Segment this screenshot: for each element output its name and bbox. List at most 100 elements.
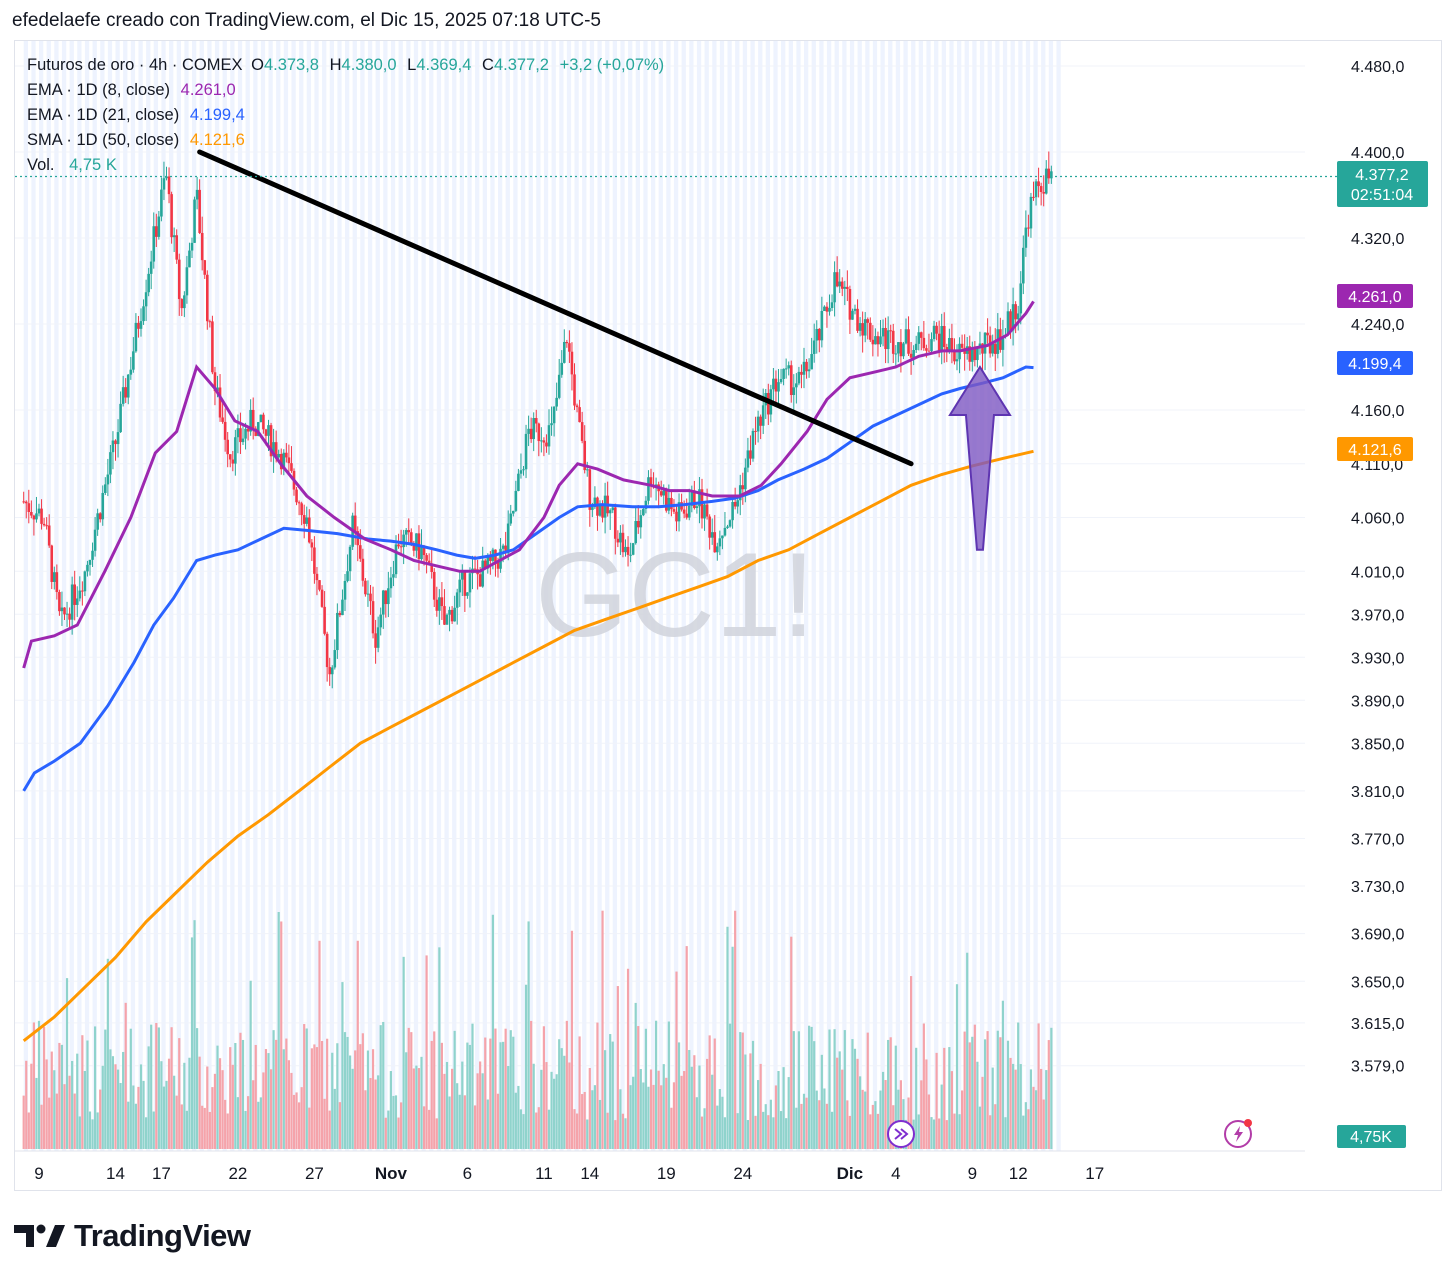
candle-body <box>305 517 309 524</box>
volume-bar <box>142 1080 145 1149</box>
price-tick-label: 3.730,0 <box>1351 879 1404 896</box>
volume-bar <box>675 971 678 1149</box>
up-arrow-drawing[interactable] <box>948 365 1012 551</box>
legend: Futuros de oro · 4h · COMEX O4.373,8 H4.… <box>27 56 664 174</box>
candle-body <box>399 546 403 548</box>
time-tick-label: 9 <box>968 1164 977 1183</box>
legend-h-label: H <box>330 56 342 74</box>
candle-body <box>195 189 199 200</box>
volume-bar <box>846 1100 849 1149</box>
volume-bar <box>371 1049 375 1149</box>
volume-bar <box>1006 1040 1010 1149</box>
legend-symbol: Futuros de oro · 4h · COMEX <box>27 56 243 74</box>
candle-body <box>404 530 408 535</box>
volume-bar <box>1004 1117 1007 1149</box>
candle-body <box>981 343 984 354</box>
volume-bar <box>535 1112 538 1149</box>
time-tick-label: 24 <box>733 1164 752 1183</box>
volume-bar <box>333 1088 336 1149</box>
legend-c-value: 4.377,2 <box>494 56 549 74</box>
volume-bar <box>443 1073 446 1149</box>
sma50-line <box>22 449 1034 1042</box>
candle-body <box>443 606 446 625</box>
flash-alert-icon[interactable] <box>1224 1119 1252 1148</box>
volume-bar <box>876 1113 880 1149</box>
candle-body <box>738 485 742 501</box>
candle-body <box>172 235 176 238</box>
candle-body <box>137 322 140 329</box>
candle-body <box>721 535 724 539</box>
time-tick-label: 6 <box>463 1164 472 1183</box>
volume-bar <box>779 1111 783 1149</box>
candle-body <box>427 560 431 564</box>
candle-body <box>552 406 556 424</box>
volume-bar <box>785 1118 788 1149</box>
session-band <box>750 41 755 1151</box>
candle-body <box>206 274 209 322</box>
svg-text:Vol. 4,75 K: Vol. 4,75 K <box>27 156 117 174</box>
candle-body <box>65 613 69 615</box>
volume-bar <box>764 1104 767 1149</box>
volume-bar <box>596 1022 599 1149</box>
volume-bar <box>173 1075 176 1149</box>
volume-bar <box>147 1046 150 1149</box>
volume-bar <box>445 1061 449 1149</box>
candle-body <box>835 272 839 287</box>
jump-to-date-icon[interactable] <box>887 1120 915 1148</box>
session-band <box>92 41 97 1151</box>
session-band <box>84 41 90 1151</box>
candle-body <box>183 295 186 309</box>
candle-body <box>1044 168 1048 194</box>
candle-body <box>483 560 487 569</box>
volume-bar <box>1042 1099 1045 1149</box>
chart-frame[interactable]: GC1! 4.480,0 4.400,0 4.320,0 4.240,0 4.160,0… <box>14 40 1442 1191</box>
candle-body <box>512 510 515 514</box>
session-band <box>498 41 503 1151</box>
candle-body <box>746 450 750 468</box>
candle-body <box>412 544 416 551</box>
volume-bar <box>509 1030 512 1149</box>
candle-body <box>953 351 956 362</box>
session-band <box>979 41 985 1151</box>
volume-bar <box>267 1053 270 1149</box>
tradingview-logo[interactable]: TradingView <box>14 1218 251 1254</box>
candle-body <box>851 310 854 320</box>
volume-bar <box>757 1080 760 1149</box>
time-tick-label: 14 <box>106 1164 125 1183</box>
session-band <box>222 41 227 1151</box>
session-band <box>957 41 962 1151</box>
candle-body <box>810 353 813 370</box>
session-band <box>719 41 725 1151</box>
volume-bar <box>287 1060 290 1149</box>
volume-bar <box>366 1050 370 1149</box>
candle-body <box>705 504 709 517</box>
session-band <box>987 41 992 1151</box>
session-band <box>421 41 426 1151</box>
sma50-badge-value: 4.121,6 <box>1348 442 1401 459</box>
volume-bar <box>206 1066 209 1149</box>
last-price-value: 4.377,2 <box>1355 167 1408 184</box>
session-band <box>582 41 587 1151</box>
candle-body <box>519 470 523 474</box>
candle-body <box>698 489 701 507</box>
volume-bar <box>96 1112 99 1149</box>
candle-body <box>177 259 181 300</box>
session-band <box>314 41 319 1151</box>
volume-bar <box>175 1095 178 1149</box>
session-band <box>253 41 258 1151</box>
trendline-drawing[interactable] <box>197 149 914 467</box>
legend-change: +3,2 (+0,07%) <box>560 56 665 74</box>
candle-body <box>32 515 36 520</box>
candle-body <box>731 502 734 521</box>
volume-bar <box>950 1071 953 1149</box>
candle-body <box>1019 283 1023 314</box>
volume-bar <box>578 1036 581 1149</box>
time-tick-label: Nov <box>375 1164 408 1183</box>
volume-bar <box>805 1097 808 1149</box>
volume-bar <box>463 1095 466 1149</box>
candle-body <box>165 176 168 179</box>
candle-body <box>675 511 678 522</box>
volume-bar <box>833 1029 836 1149</box>
chart-canvas[interactable]: GC1! 4.480,04.400,04.320,04.240,04.160,0… <box>15 41 1443 1192</box>
candle-body <box>948 337 951 352</box>
